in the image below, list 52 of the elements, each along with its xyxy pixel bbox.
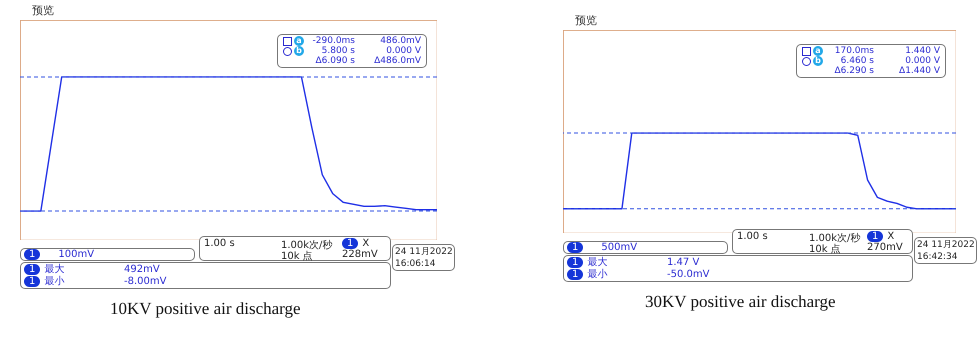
text: -50.0mV (667, 269, 710, 281)
text: 1 (572, 257, 578, 268)
text: 1.00k次/秒 (281, 238, 332, 251)
text: 1 (29, 249, 36, 260)
text: 1 (342, 238, 358, 249)
text: 1.00k次/秒 (809, 232, 860, 244)
text: 预览 (32, 3, 54, 18)
text: 最大 (587, 257, 608, 268)
text: 16:06:14 (395, 258, 436, 270)
text: 预览 (575, 13, 597, 28)
text: 10KV positive air discharge (110, 299, 301, 319)
text: 1 (572, 269, 578, 280)
text: 24 11月2022 (395, 246, 453, 258)
text: 16:42:34 (917, 251, 958, 263)
text: 1 (29, 264, 36, 275)
text: 1 (867, 231, 884, 242)
text: 30KV positive air discharge (645, 292, 836, 312)
text: Δ1.440 V (899, 66, 940, 76)
text: 6.460 s (840, 56, 874, 66)
text: 228mV (342, 249, 378, 260)
text: 1.440 V (905, 46, 940, 56)
text: 最小 (44, 276, 64, 287)
text: 486.0mV (380, 36, 421, 46)
text: 1 (29, 276, 36, 287)
text: 1.00 s (204, 238, 235, 249)
text: a (813, 46, 823, 56)
text: 170.0ms (834, 46, 874, 56)
text: 24 11月2022 (917, 239, 975, 251)
text: 492mV (124, 264, 160, 276)
text: -8.00mV (124, 276, 166, 288)
text: X (362, 238, 370, 249)
text: 最小 (587, 269, 608, 280)
text: Δ486.0mV (374, 56, 421, 66)
text: 100mV (58, 249, 94, 260)
text: 270mV (867, 242, 903, 253)
text: 1 (572, 242, 578, 253)
text: 5.800 s (322, 46, 355, 56)
text: 1.47 V (667, 257, 700, 269)
text: 500mV (601, 242, 638, 253)
text: 1.00 s (737, 231, 768, 242)
text: 10k 点 (809, 242, 841, 256)
text: Δ6.090 s (316, 56, 355, 66)
text: Δ6.290 s (834, 66, 874, 76)
text: a (294, 36, 304, 46)
text: 0.000 V (905, 56, 940, 66)
text: 0.000 V (386, 46, 421, 56)
text: 最大 (44, 264, 64, 275)
text: -290.0ms (312, 36, 355, 46)
text: b (813, 56, 823, 66)
text: b (294, 46, 304, 56)
text: X (887, 231, 894, 242)
text: 10k 点 (281, 250, 313, 263)
